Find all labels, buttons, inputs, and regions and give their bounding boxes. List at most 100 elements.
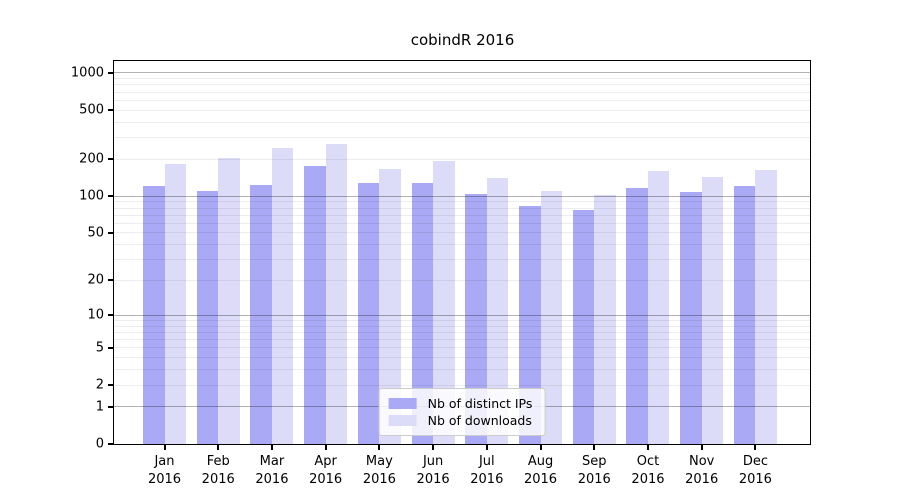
x-tick-label: May 2016 [363, 453, 396, 488]
x-tick-year: 2016 [201, 471, 235, 487]
x-tick-year: 2016 [362, 471, 396, 487]
x-tick-mark [593, 444, 596, 450]
minor-gridline [114, 137, 810, 138]
bar-distinct-ips-aug [519, 206, 541, 444]
x-tick-mark [324, 444, 327, 450]
y-tick-mark [108, 314, 114, 317]
x-tick-month: Mar [259, 454, 285, 469]
x-tick-mark [432, 444, 435, 450]
bar-downloads-apr [325, 143, 348, 444]
bar-downloads-aug [540, 190, 563, 444]
y-tick-mark [108, 231, 114, 234]
minor-gridline [114, 369, 810, 371]
x-tick-month: Jul [478, 454, 495, 469]
y-tick-label: 2 [95, 377, 104, 393]
bar-distinct-ips-may [357, 182, 380, 444]
y-tick-mark [108, 279, 114, 282]
y-tick-label: 200 [79, 151, 104, 167]
legend-item-downloads: Nb of downloads [388, 412, 533, 429]
bar-downloads-jul [486, 177, 509, 444]
bar-downloads-oct [647, 171, 670, 444]
x-tick-month: May [365, 454, 393, 469]
bar-downloads-dec [755, 170, 777, 444]
x-tick-year: 2016 [523, 471, 558, 487]
y-tick-label: 1 [95, 399, 104, 415]
x-tick-month: Jan [154, 454, 175, 469]
x-tick-month: Oct [636, 454, 660, 469]
x-tick-year: 2016 [147, 471, 182, 487]
minor-gridline [114, 91, 810, 93]
y-tick-mark [108, 443, 114, 445]
x-tick-label: Apr 2016 [309, 453, 342, 488]
x-tick-month: Apr [314, 454, 337, 469]
minor-gridline [114, 109, 810, 111]
bar-downloads-may [379, 168, 401, 444]
major-gridline [114, 72, 810, 74]
legend-swatch-downloads [388, 415, 417, 426]
minor-gridline [114, 78, 810, 80]
x-tick-label: Jul 2016 [470, 453, 503, 488]
y-tick-label: 10 [87, 307, 104, 323]
minor-gridline [114, 84, 810, 86]
minor-gridline [114, 214, 810, 216]
legend-label-distinct-ips: Nb of distinct IPs [427, 396, 533, 411]
legend-swatch-distinct-ips [388, 398, 417, 409]
x-tick-label: Dec 2016 [739, 453, 772, 488]
x-tick-month: Feb [206, 454, 230, 469]
bar-distinct-ips-feb [196, 191, 219, 444]
x-tick-label: Oct 2016 [631, 453, 664, 488]
y-tick-mark [108, 346, 114, 349]
x-tick-month: Jun [422, 454, 444, 469]
minor-gridline [114, 319, 810, 321]
y-tick-label: 1000 [70, 65, 104, 81]
x-tick-year: 2016 [577, 471, 611, 487]
y-tick-mark [108, 71, 114, 74]
y-tick-mark [108, 384, 114, 386]
x-tick-mark [270, 444, 273, 450]
bar-distinct-ips-jul [465, 193, 487, 444]
bar-downloads-sep [594, 194, 616, 444]
minor-gridline [114, 347, 810, 349]
x-tick-month: Dec [742, 454, 768, 469]
bar-distinct-ips-mar [250, 185, 272, 444]
minor-gridline [114, 222, 810, 224]
x-tick-mark [539, 444, 542, 450]
bar-downloads-jan [164, 163, 186, 444]
y-tick-label: 5 [95, 340, 104, 356]
y-tick-label: 100 [79, 188, 104, 204]
x-tick-year: 2016 [416, 471, 450, 487]
bar-distinct-ips-oct [626, 187, 648, 444]
minor-gridline [114, 279, 810, 281]
minor-gridline [114, 121, 810, 123]
minor-gridline [114, 325, 810, 327]
major-gridline [114, 314, 810, 316]
bar-downloads-mar [271, 148, 294, 444]
y-tick-mark [108, 405, 114, 408]
y-tick-mark [108, 195, 114, 198]
x-tick-month: Sep [581, 454, 607, 469]
y-tick-label: 20 [87, 272, 104, 288]
legend-label-downloads: Nb of downloads [427, 413, 532, 428]
minor-gridline [114, 158, 810, 160]
y-tick-mark [108, 109, 114, 112]
x-tick-year: 2016 [255, 471, 289, 487]
y-tick-label: 50 [87, 225, 104, 241]
x-tick-month: Aug [527, 454, 554, 469]
bar-distinct-ips-sep [572, 210, 595, 444]
minor-gridline [114, 331, 810, 333]
x-tick-label: Jan 2016 [148, 453, 181, 488]
x-tick-mark [754, 444, 757, 450]
bar-distinct-ips-jan [143, 186, 165, 444]
x-tick-year: 2016 [738, 471, 772, 487]
y-tick-label: 0 [95, 436, 104, 452]
y-tick-mark [108, 158, 114, 161]
minor-gridline [114, 201, 810, 203]
y-tick-label: 500 [79, 102, 104, 118]
minor-gridline [114, 207, 810, 209]
x-tick-year: 2016 [631, 471, 665, 487]
x-tick-year: 2016 [470, 471, 504, 487]
minor-gridline [114, 244, 810, 246]
bar-distinct-ips-apr [304, 166, 326, 444]
bar-downloads-feb [218, 157, 240, 444]
